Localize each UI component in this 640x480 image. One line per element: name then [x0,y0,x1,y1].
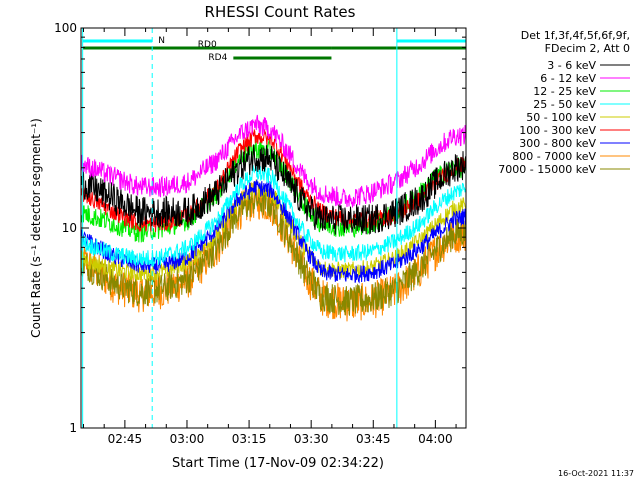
legend-header: Det 1f,3f,4f,5f,6f,9f, [521,29,630,42]
x-tick-label: 03:00 [170,432,205,446]
x-tick-label: 02:45 [108,432,143,446]
legend: Det 1f,3f,4f,5f,6f,9f,FDecim 2, Att 0 3 -… [498,29,630,176]
series-line-3 [80,165,467,267]
legend-entry-label: 100 - 300 keV [519,124,596,137]
x-tick-label: 03:15 [232,432,267,446]
y-tick-label: 1 [69,421,77,435]
legend-entry-label: 50 - 100 keV [526,111,596,124]
x-tick-label: 03:45 [356,432,391,446]
series-line-0 [80,144,467,235]
flag-label-n: N [158,36,165,46]
legend-entry-label: 6 - 12 keV [540,72,596,85]
y-axis-label: Count Rate (s⁻¹ detector segment⁻¹) [29,118,43,338]
x-tick-label: 04:00 [418,432,453,446]
legend-entry-label: 7000 - 15000 keV [498,163,596,176]
legend-entry-label: 25 - 50 keV [533,98,596,111]
series-line-4 [80,179,467,282]
legend-entry-label: 300 - 800 keV [519,137,596,150]
legend-header: FDecim 2, Att 0 [545,42,630,55]
series-line-1 [80,114,467,208]
chart-title: RHESSI Count Rates [205,3,356,21]
y-tick-label: 10 [62,221,77,235]
series-layer [80,114,467,322]
x-axis-label: Start Time (17-Nov-09 02:34:22) [172,456,384,471]
y-tick-label: 100 [54,21,77,35]
series-line-8 [80,185,467,316]
flag-label-rd0: RD0 [198,40,217,50]
legend-entry-label: 12 - 25 keV [533,85,596,98]
legend-entry-label: 3 - 6 keV [547,59,596,72]
flag-bars: N RD0 RD4 [82,36,466,63]
flag-label-rd4: RD4 [208,53,227,63]
axis-ticks: 02:45 03:00 03:15 03:30 03:45 04:00 1 10 100 [54,21,466,446]
x-tick-label: 03:30 [294,432,329,446]
legend-entry-label: 800 - 7000 keV [512,150,596,163]
timestamp: 16-Oct-2021 11:37 [558,469,634,478]
